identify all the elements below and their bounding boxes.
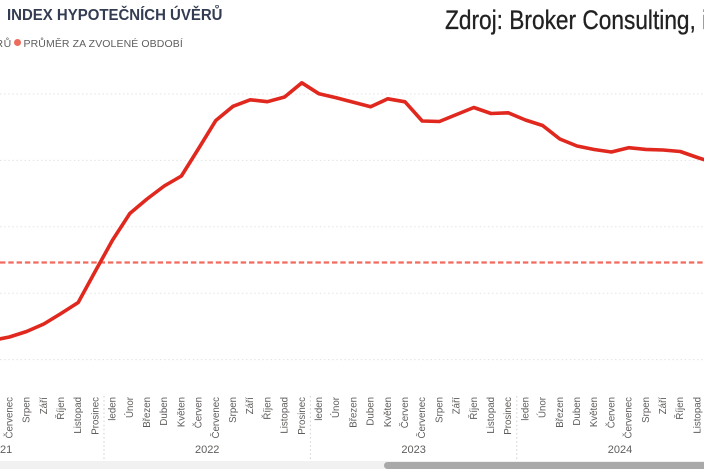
svg-text:Říjen: Říjen <box>675 397 686 420</box>
svg-text:leden: leden <box>520 397 531 421</box>
svg-text:Červen: Červen <box>606 397 617 428</box>
svg-text:Srpen: Srpen <box>228 397 239 423</box>
svg-text:Červen: Červen <box>194 397 205 428</box>
svg-text:Červenec: Červenec <box>211 397 222 439</box>
svg-text:Prosinec: Prosinec <box>90 397 101 435</box>
svg-text:Březen: Březen <box>142 397 153 428</box>
svg-text:2024: 2024 <box>608 444 632 456</box>
svg-text:Září: Září <box>39 397 50 415</box>
svg-text:Únor: Únor <box>538 396 549 418</box>
svg-text:Květen: Květen <box>589 397 600 427</box>
svg-text:Únor: Únor <box>331 396 342 418</box>
svg-text:2023: 2023 <box>401 444 425 456</box>
svg-text:Červen: Červen <box>400 397 411 428</box>
svg-text:Červenec: Červenec <box>624 397 635 439</box>
svg-text:2022: 2022 <box>195 444 219 456</box>
svg-text:Červenec: Červenec <box>417 397 428 439</box>
svg-text:Březen: Březen <box>555 397 566 428</box>
svg-text:Prosinec: Prosinec <box>503 397 514 435</box>
svg-text:Listopad: Listopad <box>692 397 703 434</box>
svg-text:leden: leden <box>108 397 119 421</box>
svg-text:Říjen: Říjen <box>56 397 67 420</box>
svg-text:leden: leden <box>314 397 325 421</box>
svg-text:Srpen: Srpen <box>22 397 33 423</box>
svg-text:Únor: Únor <box>125 396 136 418</box>
svg-text:Září: Září <box>658 397 669 415</box>
svg-text:Srpen: Srpen <box>434 397 445 423</box>
svg-text:Listopad: Listopad <box>280 397 291 434</box>
svg-text:Prosinec: Prosinec <box>297 397 308 435</box>
svg-text:Září: Září <box>245 397 256 415</box>
svg-text:Listopad: Listopad <box>73 397 84 434</box>
svg-text:Říjen: Říjen <box>262 397 273 420</box>
svg-text:Červenec: Červenec <box>4 397 15 439</box>
svg-text:Duben: Duben <box>159 397 170 426</box>
svg-text:Květen: Květen <box>383 397 394 427</box>
svg-text:Srpen: Srpen <box>641 397 652 423</box>
svg-text:Květen: Květen <box>176 397 187 427</box>
svg-text:Březen: Březen <box>348 397 359 428</box>
svg-text:Září: Září <box>452 397 463 415</box>
svg-text:Duben: Duben <box>572 397 583 426</box>
svg-text:Duben: Duben <box>366 397 377 426</box>
svg-text:Říjen: Říjen <box>469 397 480 420</box>
svg-text:Listopad: Listopad <box>486 397 497 434</box>
svg-text:2021: 2021 <box>0 444 12 456</box>
